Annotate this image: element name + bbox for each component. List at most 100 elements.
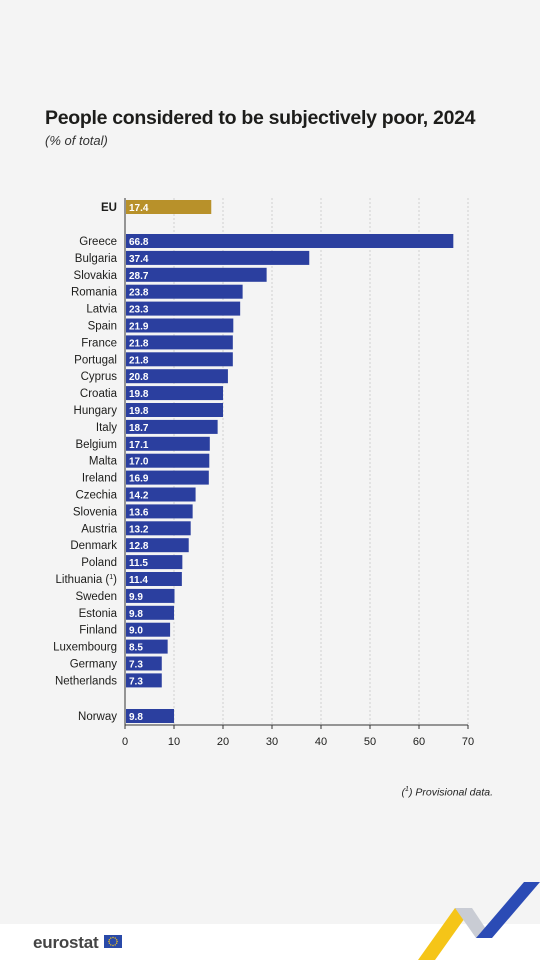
data-label: 23.8	[129, 288, 149, 299]
bar-germany	[126, 656, 162, 671]
footnote-marker: 1	[405, 786, 409, 793]
category-label: Finland	[79, 625, 117, 637]
x-tick-label: 30	[266, 736, 278, 748]
category-label: Bulgaria	[75, 253, 118, 265]
chart-subtitle: (% of total)	[45, 133, 108, 148]
bar-austria	[126, 521, 191, 536]
footnote-text: Provisional data.	[415, 786, 493, 799]
bar-ireland	[126, 470, 209, 485]
bar-malta	[126, 453, 210, 468]
bar-romania	[126, 284, 243, 299]
category-label: Sweden	[75, 591, 117, 603]
category-label: Estonia	[79, 608, 118, 620]
category-label: Denmark	[70, 540, 117, 552]
data-label: 21.8	[129, 355, 149, 366]
category-label: Hungary	[74, 405, 118, 417]
data-label: 37.4	[129, 254, 149, 265]
data-label: 17.4	[129, 203, 149, 214]
data-label: 14.2	[129, 491, 149, 502]
x-tick-label: 0	[122, 736, 128, 748]
category-label: Slovenia	[73, 506, 118, 518]
category-label: Germany	[70, 659, 118, 671]
data-label: 20.8	[129, 372, 149, 383]
bar-estonia	[126, 605, 175, 620]
data-label: 7.3	[129, 660, 143, 671]
data-label: 9.8	[129, 712, 143, 723]
x-tick-label: 10	[168, 736, 180, 748]
bar-france	[126, 335, 233, 350]
decorative-swoosh-icon	[418, 882, 540, 960]
bar-italy	[126, 419, 218, 434]
bar-bulgaria	[126, 250, 310, 265]
bar-poland	[126, 555, 183, 570]
bar-greece	[126, 234, 454, 248]
footnote: (1) Provisional data.	[401, 786, 493, 799]
category-label: Latvia	[86, 304, 117, 316]
category-label: Romania	[71, 287, 118, 299]
data-label: 9.0	[129, 626, 143, 637]
category-label: Italy	[96, 422, 117, 434]
category-label: Malta	[89, 456, 118, 468]
category-label: Austria	[81, 523, 117, 535]
bar-eu	[126, 200, 212, 214]
data-label: 8.5	[129, 643, 143, 654]
data-label: 9.9	[129, 592, 143, 603]
category-label: Spain	[88, 321, 117, 333]
category-label: Belgium	[75, 439, 117, 451]
data-label: 17.0	[129, 457, 149, 468]
data-label: 19.8	[129, 389, 149, 400]
category-label: Ireland	[82, 473, 117, 485]
data-label: 13.2	[129, 524, 149, 535]
category-label: Norway	[78, 711, 117, 723]
bar-cyprus	[126, 369, 228, 384]
eurostat-logo: eurostat	[33, 933, 99, 952]
bar-netherlands	[126, 673, 162, 688]
data-label: 19.8	[129, 406, 149, 417]
category-label: Portugal	[74, 354, 117, 366]
data-label: 66.8	[129, 237, 149, 248]
bar-denmark	[126, 538, 189, 553]
bar-sweden	[126, 588, 175, 603]
category-label: Netherlands	[55, 675, 117, 687]
category-label: France	[81, 337, 117, 349]
data-label: 11.5	[129, 558, 148, 569]
eu-flag-icon	[104, 935, 122, 948]
category-label: Cyprus	[81, 371, 118, 383]
bar-luxembourg	[126, 639, 168, 654]
data-label: 17.1	[129, 440, 149, 451]
bar-belgium	[126, 436, 210, 451]
data-label: 28.7	[129, 271, 149, 282]
bar-slovakia	[126, 267, 267, 282]
data-label: 21.8	[129, 338, 149, 349]
x-tick-label: 50	[364, 736, 376, 748]
chart-title: People considered to be subjectively poo…	[45, 107, 476, 129]
bar-czechia	[126, 487, 196, 502]
x-tick-label: 40	[315, 736, 327, 748]
bar-spain	[126, 318, 234, 333]
category-label: Luxembourg	[53, 642, 117, 654]
x-tick-label: 60	[413, 736, 425, 748]
category-label: EU	[101, 202, 117, 214]
data-label: 7.3	[129, 676, 143, 687]
bar-norway	[126, 709, 175, 723]
bar-lithuania	[126, 572, 182, 586]
category-label: Slovakia	[74, 270, 118, 282]
data-label: 21.9	[129, 322, 149, 333]
category-label: Lithuania (1)	[56, 574, 118, 586]
bar-portugal	[126, 352, 233, 367]
data-label: 16.9	[129, 474, 149, 485]
data-label: 13.6	[129, 507, 149, 518]
bar-finland	[126, 622, 171, 637]
bar-latvia	[126, 301, 241, 316]
data-label: 9.8	[129, 609, 143, 620]
x-tick-label: 70	[462, 736, 474, 748]
data-label: 18.7	[129, 423, 149, 434]
category-label: Greece	[79, 236, 117, 248]
data-label: 23.3	[129, 305, 149, 316]
data-label: 11.4	[129, 575, 148, 586]
bar-croatia	[126, 386, 224, 401]
category-label: Croatia	[80, 388, 118, 400]
x-tick-label: 20	[217, 736, 229, 748]
bar-chart: 17.4 EU 66.8 Greece 37.4 Bulgaria 28.7 Slovakia…	[53, 198, 474, 748]
category-label: Czechia	[75, 490, 117, 502]
